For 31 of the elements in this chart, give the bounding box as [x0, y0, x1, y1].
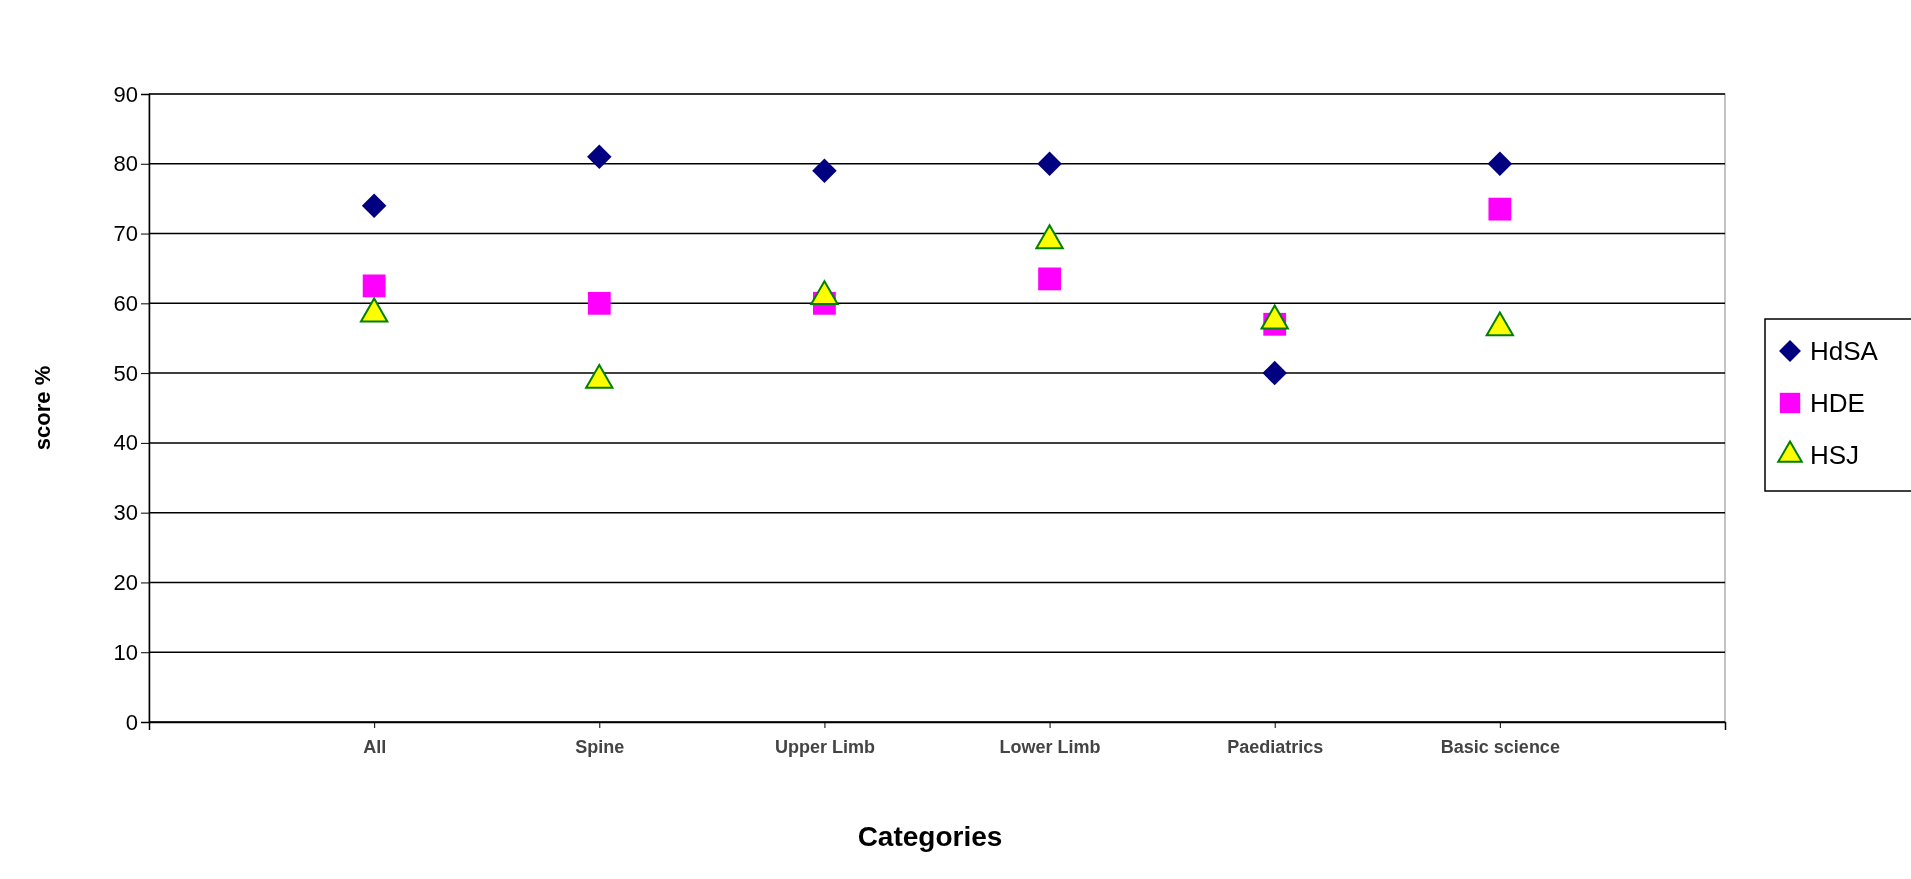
y-tick-label: 30	[113, 500, 138, 526]
y-tick-label: 20	[113, 569, 138, 595]
point	[362, 274, 386, 298]
point	[1487, 151, 1513, 177]
y-tick-label: 80	[113, 151, 138, 177]
y-tick-label: 0	[125, 709, 138, 735]
y-axis-title: score %	[30, 365, 55, 451]
y-tick-label: 60	[113, 290, 138, 316]
x-tick-label: Upper Limb	[774, 736, 875, 757]
point	[587, 291, 611, 315]
y-tick-label: 70	[113, 221, 138, 247]
point	[1262, 360, 1287, 386]
point	[1488, 197, 1512, 221]
x-tick-label: Paediatrics	[1227, 736, 1324, 757]
point	[812, 158, 837, 183]
legend-label: HSJ	[1810, 440, 1860, 470]
legend-label: HDE	[1810, 388, 1865, 418]
x-tick-label: All	[363, 736, 387, 757]
y-tick-label: 90	[113, 81, 138, 107]
y-tick-label: 10	[113, 639, 138, 665]
x-tick-label: Lower Limb	[999, 736, 1101, 757]
point	[587, 144, 612, 170]
y-tick-label: 50	[113, 360, 138, 386]
x-axis-title: Categories	[857, 821, 1003, 852]
x-tick-label: Spine	[575, 736, 625, 757]
point	[361, 193, 387, 218]
legend-label: HdSA	[1810, 336, 1879, 366]
point	[1038, 267, 1061, 291]
x-tick-label: Basic science	[1440, 736, 1560, 757]
y-tick-label: 40	[113, 430, 138, 456]
point	[1037, 151, 1062, 177]
